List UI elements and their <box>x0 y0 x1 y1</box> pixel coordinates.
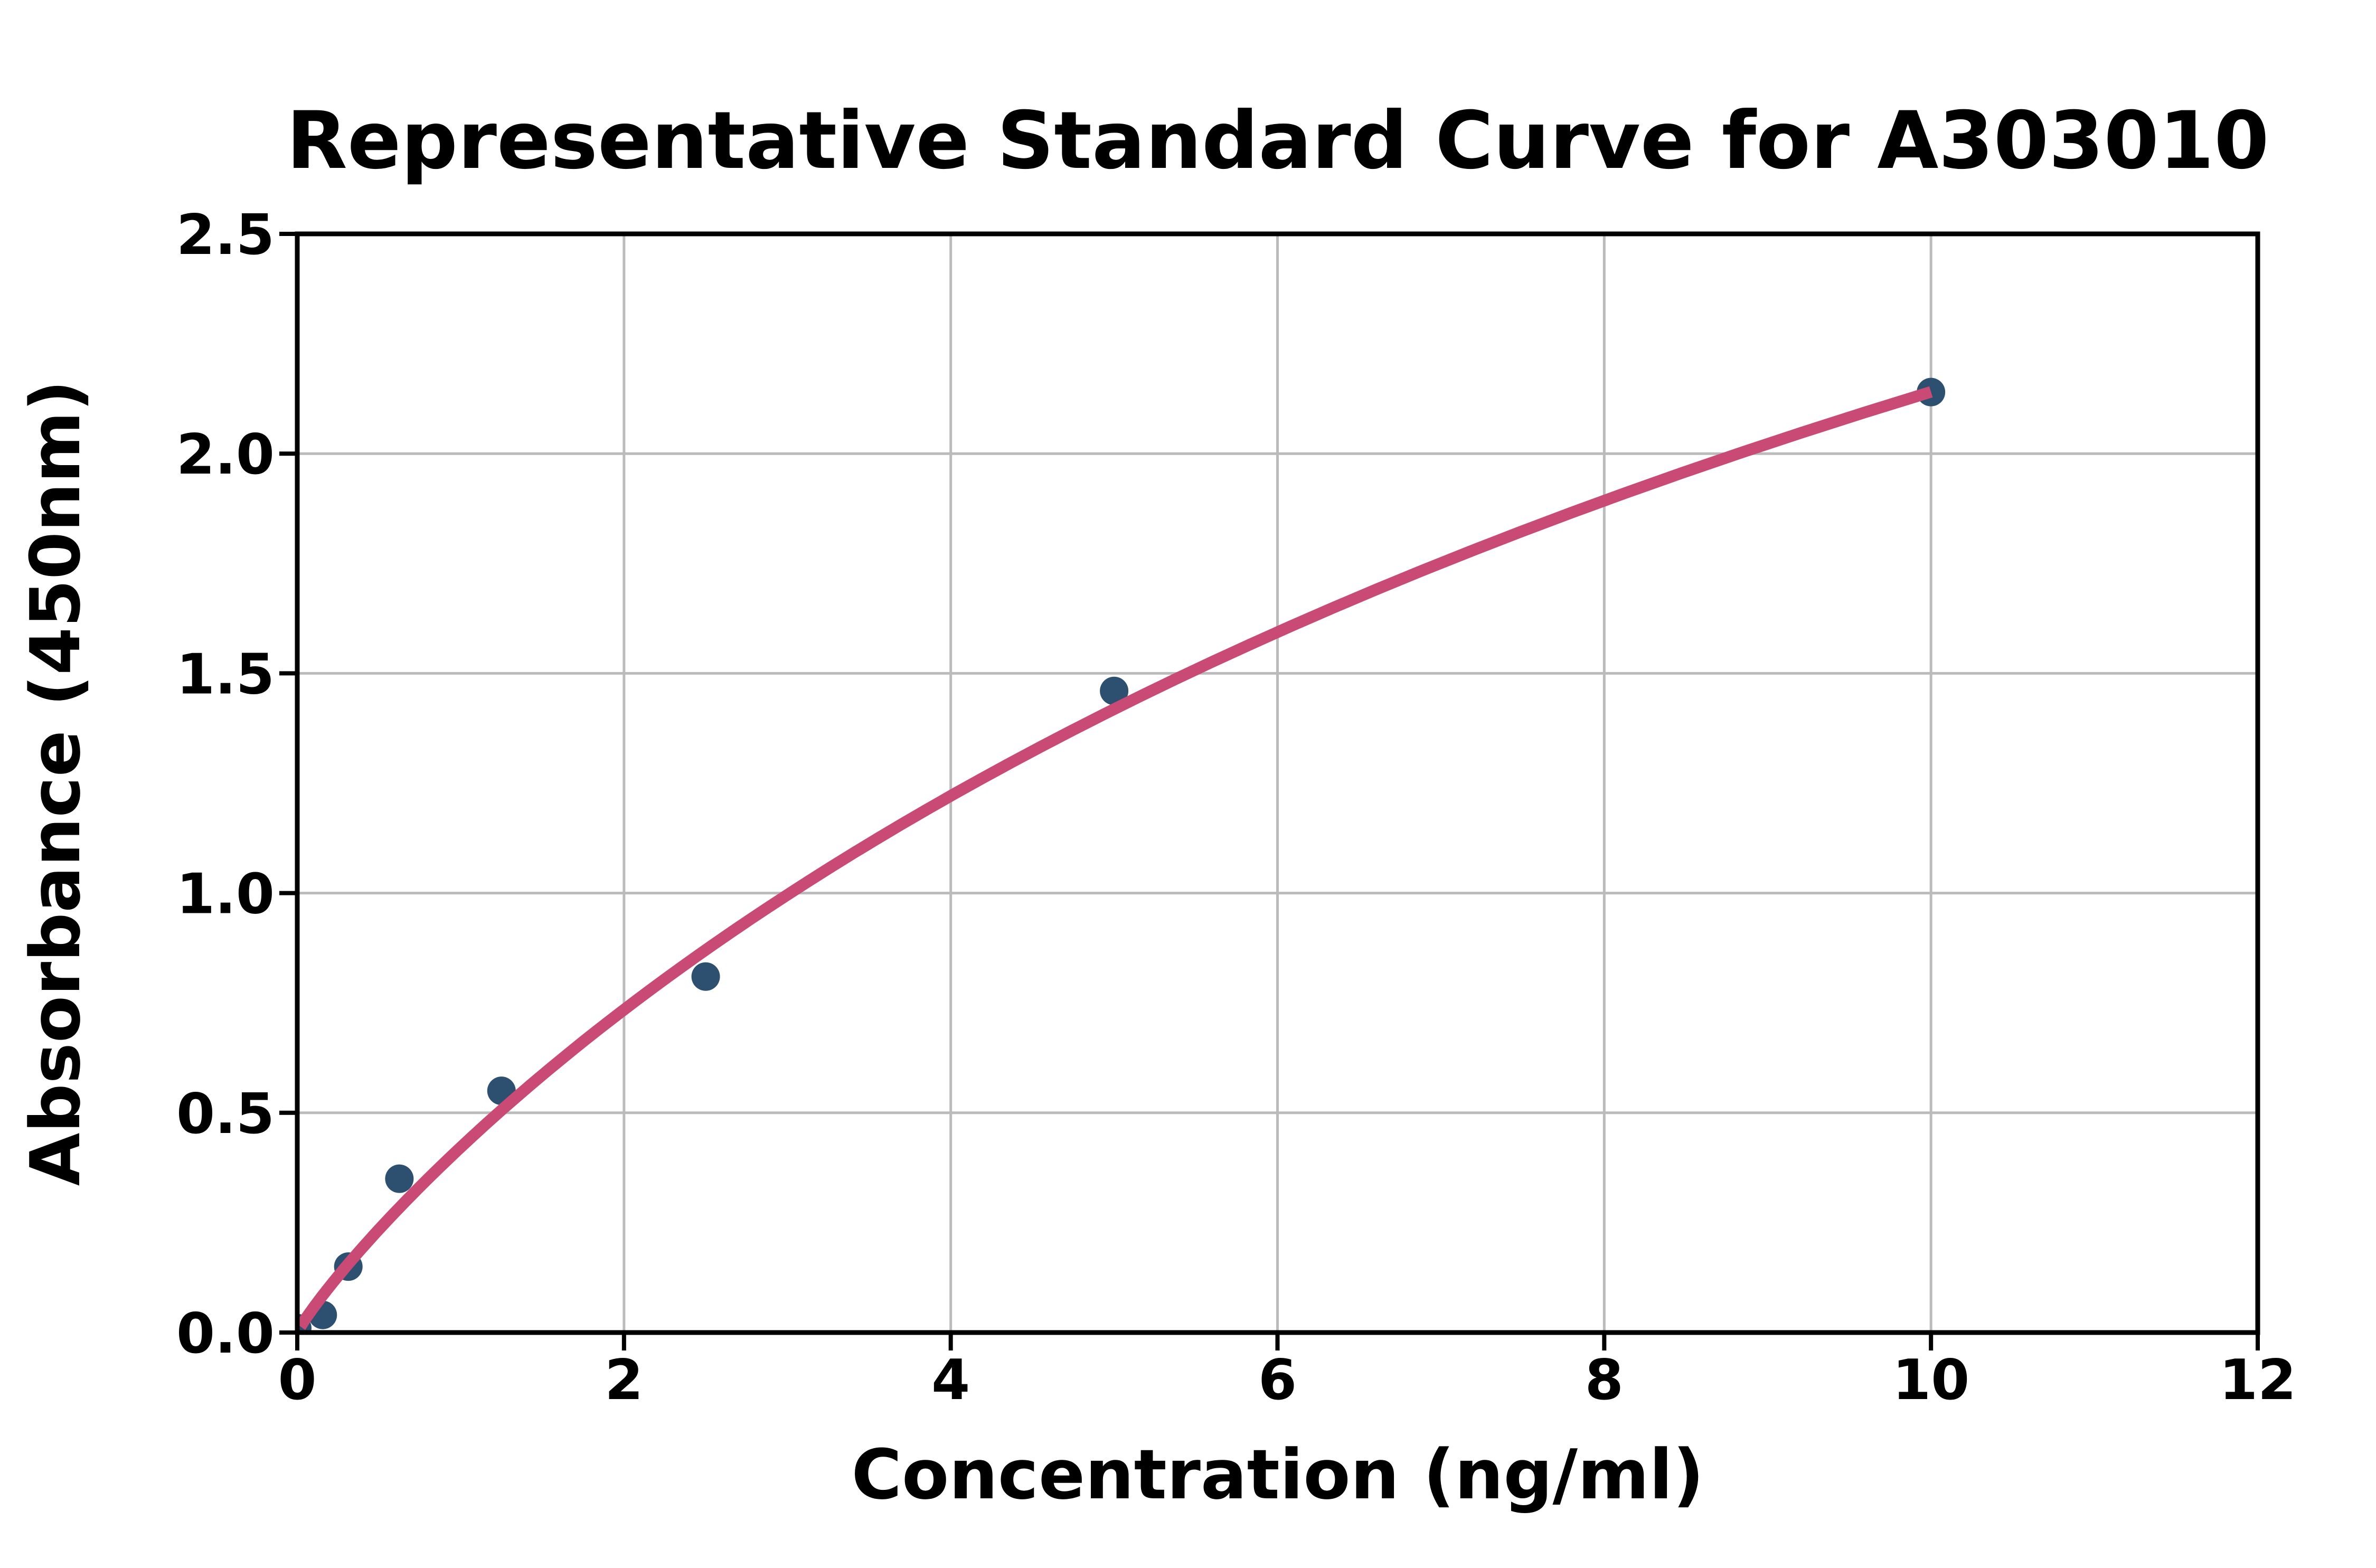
x-tick-label: 4 <box>931 1348 970 1412</box>
x-tick-label: 12 <box>2219 1348 2296 1412</box>
data-point <box>691 962 720 991</box>
y-tick-label: 1.0 <box>176 862 275 927</box>
x-tick-label: 0 <box>278 1348 316 1412</box>
y-tick-label: 2.5 <box>176 203 275 267</box>
x-tick-label: 8 <box>1585 1348 1624 1412</box>
y-axis-label: Absorbance (450nm) <box>15 380 96 1186</box>
x-tick-label: 6 <box>1258 1348 1297 1412</box>
x-tick-label: 10 <box>1892 1348 1969 1412</box>
tick-marks <box>279 232 2260 1350</box>
data-points <box>297 377 1946 1333</box>
data-point <box>1100 676 1129 705</box>
x-tick-label: 2 <box>605 1348 643 1412</box>
data-point <box>385 1164 414 1193</box>
y-tick-label: 0.0 <box>176 1301 275 1366</box>
gridlines <box>297 232 2259 1333</box>
chart-title: Representative Standard Curve for A30301… <box>286 95 2269 187</box>
y-tick-label: 2.0 <box>176 422 275 487</box>
tick-labels: 0 2 4 6 8 10 12 0.0 0.5 1.0 1.5 2.0 2.5 <box>176 203 2296 1412</box>
y-tick-label: 0.5 <box>176 1082 275 1146</box>
fitted-curve <box>297 386 1933 1333</box>
y-tick-label: 1.5 <box>176 642 275 706</box>
curve-path <box>297 386 1933 1333</box>
x-axis-label: Concentration (ng/ml) <box>852 1434 1704 1515</box>
